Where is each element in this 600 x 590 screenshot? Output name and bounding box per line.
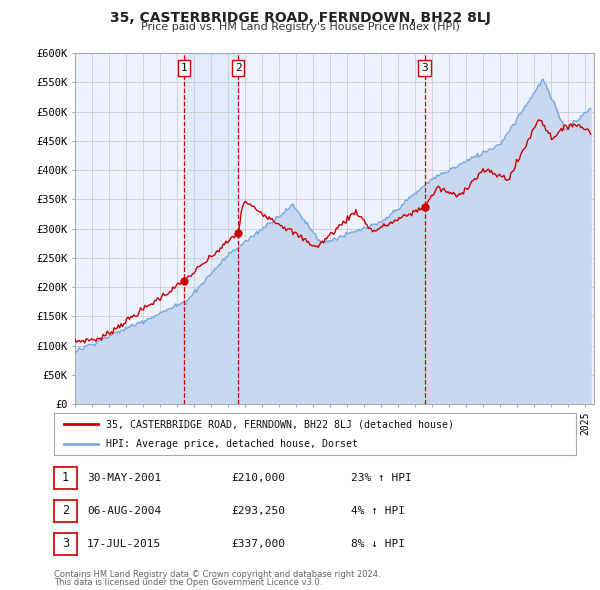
Text: 30-MAY-2001: 30-MAY-2001: [87, 473, 161, 483]
Text: 35, CASTERBRIDGE ROAD, FERNDOWN, BH22 8LJ (detached house): 35, CASTERBRIDGE ROAD, FERNDOWN, BH22 8L…: [106, 419, 454, 429]
Text: Price paid vs. HM Land Registry's House Price Index (HPI): Price paid vs. HM Land Registry's House …: [140, 22, 460, 32]
Text: 8% ↓ HPI: 8% ↓ HPI: [351, 539, 405, 549]
Text: 3: 3: [62, 537, 69, 550]
Bar: [184, 53, 238, 404]
Text: 3: 3: [421, 63, 428, 73]
Text: £293,250: £293,250: [231, 506, 285, 516]
Text: 23% ↑ HPI: 23% ↑ HPI: [351, 473, 412, 483]
Text: 1: 1: [181, 63, 187, 73]
Text: Contains HM Land Registry data © Crown copyright and database right 2024.: Contains HM Land Registry data © Crown c…: [54, 570, 380, 579]
Bar: [238, 53, 425, 404]
Text: HPI: Average price, detached house, Dorset: HPI: Average price, detached house, Dors…: [106, 440, 358, 450]
Text: 4% ↑ HPI: 4% ↑ HPI: [351, 506, 405, 516]
Text: £210,000: £210,000: [231, 473, 285, 483]
Text: 2: 2: [62, 504, 69, 517]
Text: £337,000: £337,000: [231, 539, 285, 549]
Text: 35, CASTERBRIDGE ROAD, FERNDOWN, BH22 8LJ: 35, CASTERBRIDGE ROAD, FERNDOWN, BH22 8L…: [110, 11, 490, 25]
Text: This data is licensed under the Open Government Licence v3.0.: This data is licensed under the Open Gov…: [54, 578, 322, 587]
Text: 2: 2: [235, 63, 242, 73]
Text: 17-JUL-2015: 17-JUL-2015: [87, 539, 161, 549]
Text: 06-AUG-2004: 06-AUG-2004: [87, 506, 161, 516]
Text: 1: 1: [62, 471, 69, 484]
